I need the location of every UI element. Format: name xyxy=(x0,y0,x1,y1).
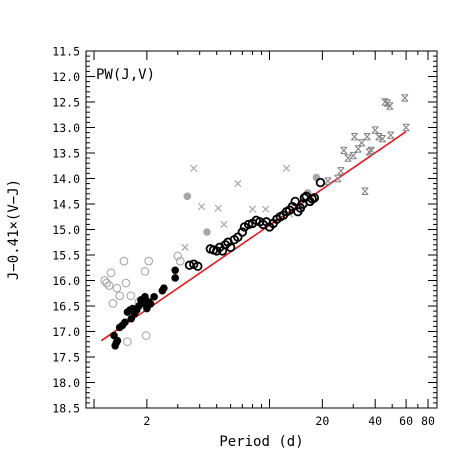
y-tick-label: 16.5 xyxy=(52,300,80,314)
x-tick-label: 2 xyxy=(143,414,150,428)
y-tick-label: 13.5 xyxy=(52,147,80,161)
data-point-open-circle xyxy=(237,227,248,237)
data-point-filled-circle xyxy=(160,284,168,292)
data-point-open-circle xyxy=(243,219,254,230)
data-point-gray-star xyxy=(350,132,359,141)
data-point-gray-star xyxy=(401,94,409,102)
x-tick-label: 60 xyxy=(399,414,413,428)
data-point-gray-filled-circle xyxy=(203,228,211,236)
data-point-gray-open-circle xyxy=(173,251,183,261)
y-tick-label: 13.0 xyxy=(52,121,80,135)
data-point-filled-circle xyxy=(150,293,158,301)
data-point-open-circle xyxy=(309,193,320,203)
data-point-gray-star xyxy=(358,139,366,147)
x-axis-label: Period (d) xyxy=(219,434,303,450)
data-point-gray-star xyxy=(402,123,410,132)
data-point-gray-star xyxy=(334,174,342,183)
y-tick-label: 17.5 xyxy=(52,351,80,365)
data-point-gray-open-circle xyxy=(104,281,114,290)
data-point-filled-circle xyxy=(146,300,155,308)
data-point-gray-open-circle xyxy=(141,331,151,340)
data-point-gray-open-circle xyxy=(102,278,111,288)
data-point-gray-star xyxy=(354,145,362,153)
y-tick-label: 14.0 xyxy=(52,172,80,186)
data-point-gray-open-circle xyxy=(123,337,132,347)
y-tick-label: 14.5 xyxy=(52,198,80,212)
y-tick-label: 18.5 xyxy=(52,402,80,416)
y-tick-label: 15.5 xyxy=(52,249,80,263)
data-point-gray-star xyxy=(378,135,387,143)
data-point-filled-circle xyxy=(171,274,179,282)
y-tick-label: 15.0 xyxy=(52,223,80,237)
data-point-gray-filled-circle xyxy=(183,192,192,201)
data-point-gray-star xyxy=(349,151,357,160)
y-tick-label: 16.0 xyxy=(52,274,80,288)
data-point-gray-open-circle xyxy=(119,256,129,266)
data-point-gray-cross xyxy=(234,179,242,188)
data-point-open-circle xyxy=(315,177,326,188)
data-point-gray-open-circle xyxy=(115,291,125,301)
data-point-gray-open-circle xyxy=(121,278,131,288)
data-point-open-circle xyxy=(225,242,236,253)
data-point-gray-cross xyxy=(220,220,228,229)
data-point-gray-star xyxy=(340,146,348,155)
data-point-open-circle xyxy=(220,240,231,250)
data-point-gray-open-circle xyxy=(175,256,185,266)
data-point-gray-star xyxy=(337,167,345,175)
data-point-filled-circle xyxy=(121,318,129,327)
data-point-gray-cross xyxy=(190,164,198,172)
plot-frame xyxy=(85,50,438,409)
data-point-gray-open-circle xyxy=(140,266,150,276)
data-point-gray-cross xyxy=(248,205,257,213)
data-point-gray-cross xyxy=(261,205,270,213)
data-point-open-circle xyxy=(193,261,203,271)
data-point-gray-cross xyxy=(181,243,189,251)
data-point-gray-star xyxy=(367,146,375,155)
data-point-gray-open-circle xyxy=(108,299,118,308)
data-point-filled-circle xyxy=(171,266,179,275)
x-tick-label: 20 xyxy=(315,414,329,428)
data-point-gray-star xyxy=(361,187,369,195)
data-point-gray-open-circle xyxy=(100,276,110,285)
data-point-gray-star xyxy=(375,132,383,141)
data-point-gray-star xyxy=(387,131,395,139)
data-point-gray-cross xyxy=(282,164,291,172)
axes: 11.5 12.0 12.5 13.0 13.5 14.0 14.5 15.0 15.5 16.0… xyxy=(52,45,438,428)
data-point-gray-cross xyxy=(214,204,222,212)
data-point-gray-cross xyxy=(197,202,206,211)
y-axis-label: J−0.41×(V−J) xyxy=(6,179,22,280)
data-point-gray-star xyxy=(386,102,394,110)
data-point-gray-open-circle xyxy=(106,268,116,278)
y-tick-label: 12.5 xyxy=(52,96,80,110)
data-point-gray-open-circle xyxy=(112,283,122,293)
data-point-gray-open-circle xyxy=(126,291,136,301)
data-point-gray-star xyxy=(324,177,332,185)
data-points xyxy=(100,94,410,350)
data-point-gray-star xyxy=(344,154,352,162)
data-point-gray-star xyxy=(381,98,389,106)
y-tick-label: 11.5 xyxy=(52,45,80,59)
chart-annotation: PW(J,V) xyxy=(96,67,155,83)
data-point-open-circle xyxy=(290,196,300,207)
y-tick-label: 17.0 xyxy=(52,325,80,339)
x-tick-label: 80 xyxy=(421,414,435,428)
data-point-filled-circle xyxy=(113,336,122,345)
y-tick-label: 12.0 xyxy=(52,70,80,84)
x-tick-label: 40 xyxy=(368,414,382,428)
data-point-gray-star xyxy=(371,126,379,134)
data-point-gray-star xyxy=(363,132,371,141)
y-tick-label: 18.0 xyxy=(52,376,80,390)
data-point-gray-open-circle xyxy=(144,256,154,266)
